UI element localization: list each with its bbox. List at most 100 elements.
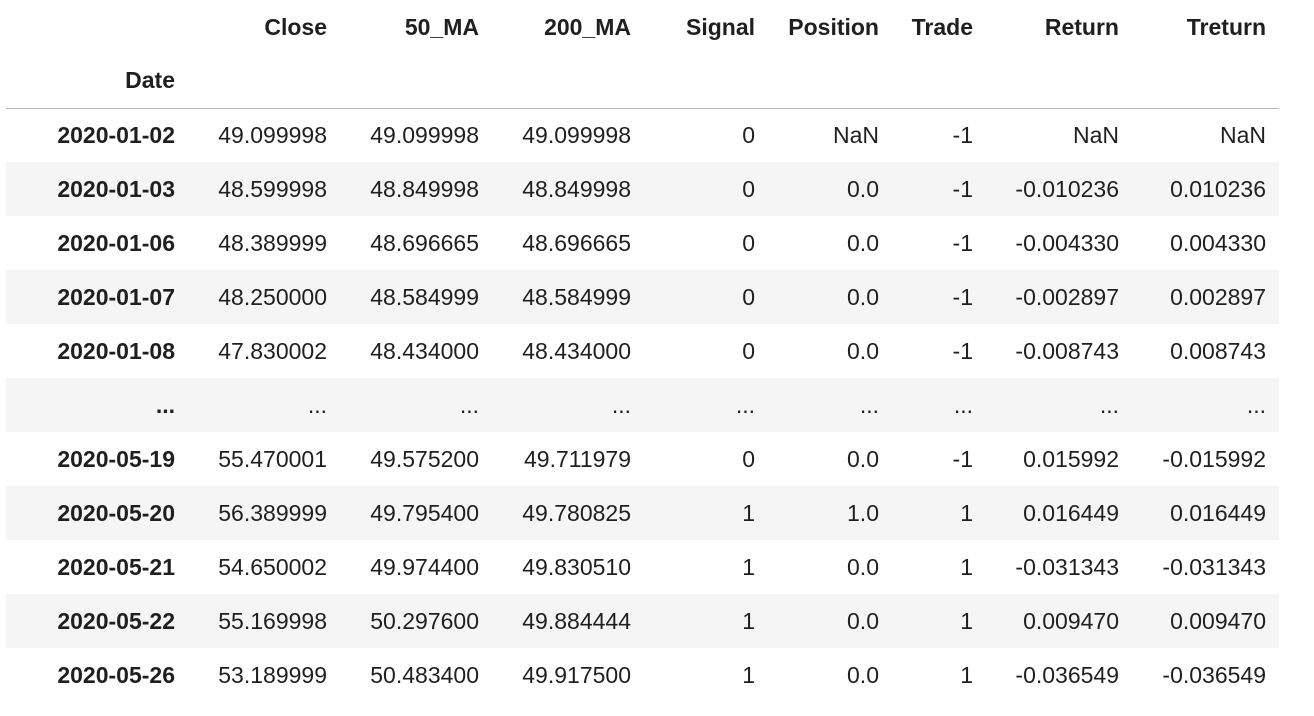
row-index-label: 2020-01-07 xyxy=(57,283,175,310)
table-cell: ... xyxy=(1246,391,1266,418)
table-cell: 56.389999 xyxy=(218,499,327,526)
table-row: 2020-01-06 48.389999 48.696665 48.696665 0 0.… xyxy=(6,216,1279,270)
row-index-label: 2020-01-03 xyxy=(57,175,175,202)
column-header: Trade xyxy=(911,13,973,40)
table-cell: -1 xyxy=(952,121,973,148)
table-cell: -0.031343 xyxy=(1015,553,1119,580)
table-cell: 1 xyxy=(742,499,755,526)
table-cell: 48.389999 xyxy=(218,229,327,256)
table-body: 2020-01-02 49.099998 49.099998 49.099998 0 Na… xyxy=(6,108,1279,702)
table-cell: -0.036549 xyxy=(1162,661,1266,688)
column-header: Position xyxy=(788,13,879,40)
table-cell: 49.917500 xyxy=(522,661,631,688)
blank-header-cell xyxy=(892,54,986,109)
table-cell: -1 xyxy=(952,445,973,472)
table-row: 2020-01-08 47.830002 48.434000 48.434000 0 0.… xyxy=(6,324,1279,378)
column-header-row: Close 50_MA 200_MA Signal Position Trade… xyxy=(6,0,1279,54)
table-cell: 0.002897 xyxy=(1170,283,1266,310)
table-cell: 48.250000 xyxy=(218,283,327,310)
row-index-label: 2020-01-08 xyxy=(57,337,175,364)
column-header: Close xyxy=(264,13,327,40)
table-cell: 49.974400 xyxy=(370,553,479,580)
column-header: Signal xyxy=(685,13,755,40)
table-cell: 0.009470 xyxy=(1170,607,1266,634)
row-index-label: 2020-01-06 xyxy=(57,229,175,256)
table-row: 2020-05-20 56.389999 49.795400 49.780825 1 1.… xyxy=(6,486,1279,540)
table-cell: 1 xyxy=(742,607,755,634)
table-cell: 0.0 xyxy=(847,175,879,202)
table-cell: -0.008743 xyxy=(1015,337,1119,364)
table-row: 2020-05-26 53.189999 50.483400 49.917500 1 0.… xyxy=(6,648,1279,702)
table-cell: 0.0 xyxy=(847,553,879,580)
table-cell: 49.099998 xyxy=(522,121,631,148)
table-cell: ... xyxy=(307,391,327,418)
table-cell: ... xyxy=(1099,391,1119,418)
table-cell: 48.696665 xyxy=(522,229,631,256)
table-cell: 49.711979 xyxy=(523,445,631,472)
table-cell: -0.015992 xyxy=(1162,445,1266,472)
table-cell: NaN xyxy=(1219,121,1266,148)
column-header: 50_MA xyxy=(404,13,479,40)
table-cell: 1 xyxy=(960,661,973,688)
blank-header-cell xyxy=(1132,54,1279,109)
blank-header-cell xyxy=(986,54,1132,109)
table-cell: NaN xyxy=(832,121,879,148)
table-cell: 0.010236 xyxy=(1170,175,1266,202)
table-cell: 50.483400 xyxy=(370,661,479,688)
row-index-label: 2020-05-26 xyxy=(57,661,175,688)
column-header: Return xyxy=(1044,13,1119,40)
blank-header-cell xyxy=(492,54,644,109)
table-cell: 49.795400 xyxy=(370,499,479,526)
table-cell: 1.0 xyxy=(847,499,879,526)
table-cell: 0 xyxy=(742,175,755,202)
blank-header-cell xyxy=(644,54,768,109)
table-row: 2020-05-19 55.470001 49.575200 49.711979 0 0.… xyxy=(6,432,1279,486)
table-cell: 0.0 xyxy=(847,337,879,364)
index-name-header: Date xyxy=(6,54,188,109)
table-cell: 1 xyxy=(960,553,973,580)
table-cell: 49.099998 xyxy=(370,121,479,148)
table-cell: 49.884444 xyxy=(522,607,631,634)
table-cell: 0.009470 xyxy=(1023,607,1119,634)
table-cell: 48.584999 xyxy=(522,283,631,310)
table-cell: 0.016449 xyxy=(1023,499,1119,526)
table-cell: 48.849998 xyxy=(522,175,631,202)
table-row: ........................... xyxy=(6,378,1279,432)
index-name-row: Date xyxy=(6,54,1279,109)
table-cell: 0.0 xyxy=(847,661,879,688)
table-cell: ... xyxy=(459,391,479,418)
table-cell: 0.0 xyxy=(847,229,879,256)
table-cell: 1 xyxy=(960,607,973,634)
table-cell: 0 xyxy=(742,445,755,472)
table-cell: 53.189999 xyxy=(218,661,327,688)
table-cell: -1 xyxy=(952,175,973,202)
table-cell: 47.830002 xyxy=(218,337,327,364)
table-cell: 0.016449 xyxy=(1170,499,1266,526)
table-cell: -1 xyxy=(952,337,973,364)
table-cell: 1 xyxy=(742,553,755,580)
table-row: 2020-01-03 48.599998 48.849998 48.849998 0 0.… xyxy=(6,162,1279,216)
table-cell: ... xyxy=(953,391,973,418)
index-header-blank xyxy=(6,0,188,54)
table-cell: 0.0 xyxy=(847,445,879,472)
row-index-label: ... xyxy=(155,391,175,418)
blank-header-cell xyxy=(340,54,492,109)
row-index-label: 2020-01-02 xyxy=(57,121,175,148)
table-cell: NaN xyxy=(1072,121,1119,148)
table-cell: 48.434000 xyxy=(370,337,479,364)
table-cell: 50.297600 xyxy=(370,607,479,634)
blank-header-cell xyxy=(188,54,340,109)
table-cell: 0 xyxy=(742,121,755,148)
table-cell: 0.008743 xyxy=(1170,337,1266,364)
blank-header-cell xyxy=(768,54,892,109)
table-cell: -0.010236 xyxy=(1015,175,1119,202)
table-cell: 1 xyxy=(742,661,755,688)
table-cell: 0 xyxy=(742,283,755,310)
table-cell: -0.036549 xyxy=(1015,661,1119,688)
table-cell: 49.099998 xyxy=(218,121,327,148)
dataframe-table: Close 50_MA 200_MA Signal Position Trade… xyxy=(6,0,1279,702)
table-cell: 0.015992 xyxy=(1023,445,1119,472)
table-cell: 54.650002 xyxy=(218,553,327,580)
table-cell: -1 xyxy=(952,283,973,310)
table-cell: 55.470001 xyxy=(218,445,327,472)
